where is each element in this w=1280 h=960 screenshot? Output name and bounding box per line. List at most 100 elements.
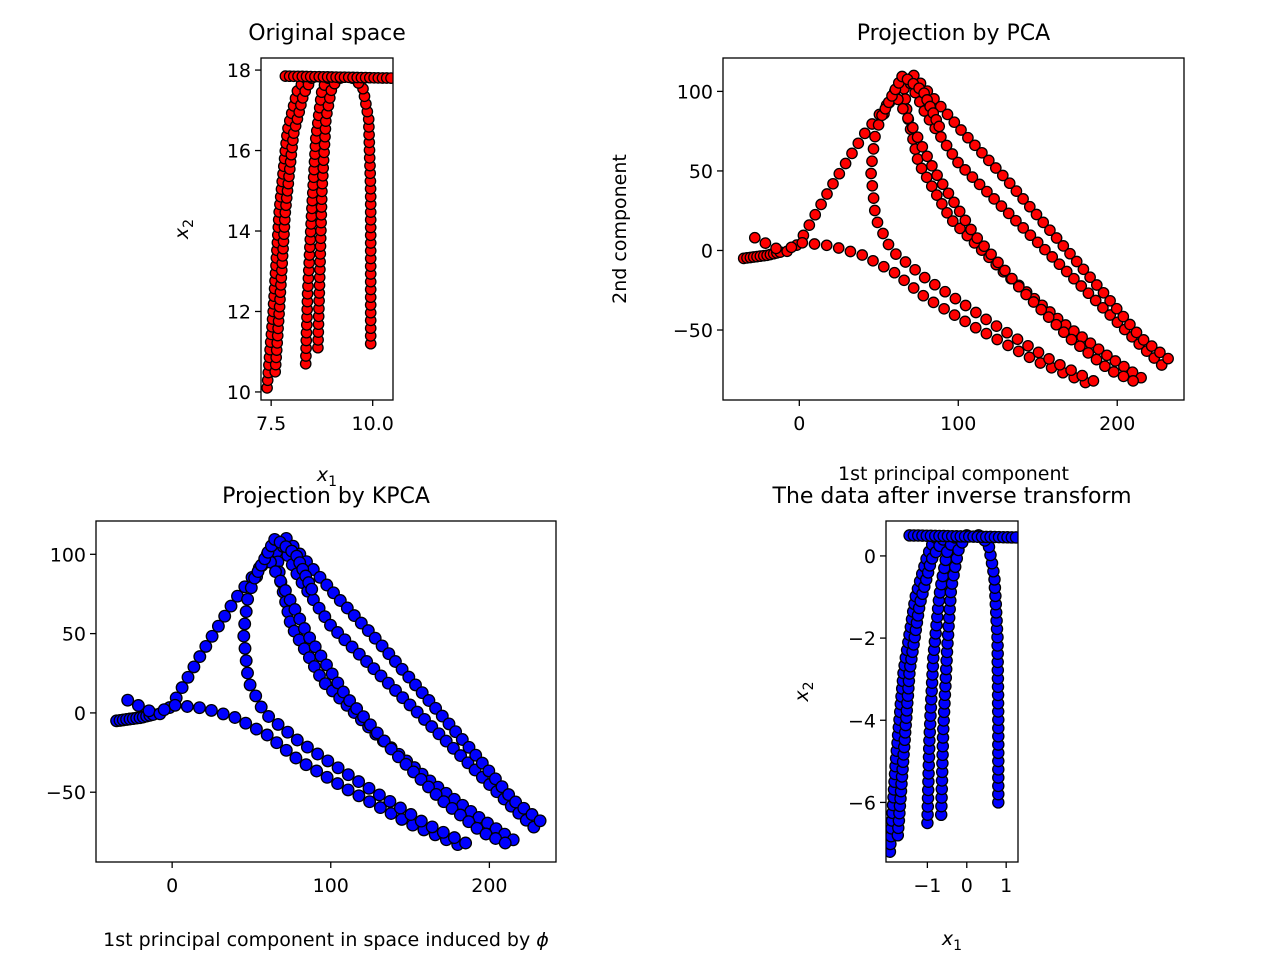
data-point (980, 327, 993, 340)
data-point (281, 725, 295, 739)
data-point (1065, 364, 1077, 377)
data-point (1090, 279, 1103, 291)
data-point (827, 177, 839, 190)
data-point (204, 703, 218, 717)
data-point (310, 764, 324, 778)
data-point (1039, 243, 1051, 256)
data-point (429, 787, 443, 801)
plot-projection-kpca: 0 100 200 −50 0 50 100 Projection by KPCA 1st pr… (46, 484, 557, 951)
data-point (942, 187, 955, 200)
data-point (990, 320, 1003, 332)
data-point (218, 609, 232, 623)
data-point (238, 641, 252, 655)
data-point (1050, 232, 1063, 244)
data-point (1050, 318, 1063, 331)
data-point (1109, 355, 1122, 367)
data-point (916, 140, 929, 153)
x-tick-label: −1 (913, 875, 941, 897)
data-point (911, 131, 924, 144)
data-point (867, 254, 879, 267)
data-point (954, 222, 966, 235)
data-point (976, 146, 988, 159)
data-point (939, 285, 951, 298)
data-point (936, 178, 949, 191)
data-point (1023, 200, 1036, 213)
data-point (1074, 340, 1086, 353)
data-point (1017, 222, 1030, 234)
data-point (1002, 207, 1015, 220)
data-point (820, 239, 833, 252)
data-point (373, 801, 387, 815)
data-point (249, 722, 263, 736)
data-point (868, 204, 881, 217)
data-point (946, 215, 959, 227)
data-point (1097, 301, 1109, 314)
data-point (1130, 326, 1143, 339)
x-tick-label: 200 (471, 875, 507, 897)
data-point (385, 72, 393, 84)
y-tick-label: 100 (677, 81, 713, 103)
data-point (404, 808, 418, 821)
y-tick-label: −6 (848, 792, 876, 814)
data-point (1107, 366, 1120, 378)
data-point (243, 678, 257, 692)
data-point (948, 309, 961, 321)
data-point (1027, 296, 1040, 308)
data-point (228, 711, 242, 724)
x-tick-label: 0 (793, 413, 805, 435)
data-point (926, 159, 938, 172)
y-tick-label: −2 (848, 628, 876, 650)
data-point (1002, 339, 1014, 352)
data-point (953, 205, 966, 218)
axes-frame (260, 57, 394, 401)
series-3 (934, 529, 974, 822)
data-point (425, 820, 439, 834)
data-point (239, 716, 253, 730)
data-point (991, 333, 1004, 346)
y-tick-label: 50 (689, 161, 713, 183)
data-point (809, 208, 822, 221)
data-point (352, 775, 366, 789)
series-5 (903, 529, 1018, 544)
x-tick-label: 7.5 (256, 413, 286, 435)
data-point (1101, 349, 1113, 362)
data-point (959, 214, 972, 227)
data-point (320, 658, 333, 672)
data-point (175, 681, 189, 695)
scatter-points (261, 70, 393, 394)
y-tick-label: 10 (227, 382, 251, 404)
data-point (180, 700, 194, 713)
data-point (311, 747, 325, 761)
data-point (971, 232, 984, 244)
series-4 (346, 72, 377, 350)
data-point (918, 271, 931, 284)
data-point (985, 248, 997, 261)
data-point (341, 768, 355, 782)
data-point (949, 292, 962, 305)
data-point (331, 761, 345, 775)
data-point (1082, 347, 1095, 359)
data-point (157, 703, 171, 717)
data-point (336, 685, 350, 699)
data-point (959, 299, 972, 312)
data-point (1011, 333, 1024, 346)
data-point (239, 654, 253, 668)
data-point (260, 728, 274, 742)
data-point (970, 306, 982, 319)
data-point (952, 156, 964, 169)
data-point (815, 198, 827, 211)
data-point (1010, 214, 1022, 227)
data-point (289, 751, 303, 765)
y-axis-label: 2nd component (609, 154, 631, 304)
data-point (1037, 216, 1050, 229)
data-point (1009, 531, 1018, 544)
series-8 (248, 532, 319, 596)
data-point (181, 670, 195, 684)
data-point (759, 237, 772, 249)
data-point (992, 256, 1004, 269)
data-point (270, 736, 284, 750)
data-point (965, 223, 977, 236)
series-6 (279, 531, 547, 828)
data-point (917, 289, 930, 302)
data-point (846, 147, 858, 160)
